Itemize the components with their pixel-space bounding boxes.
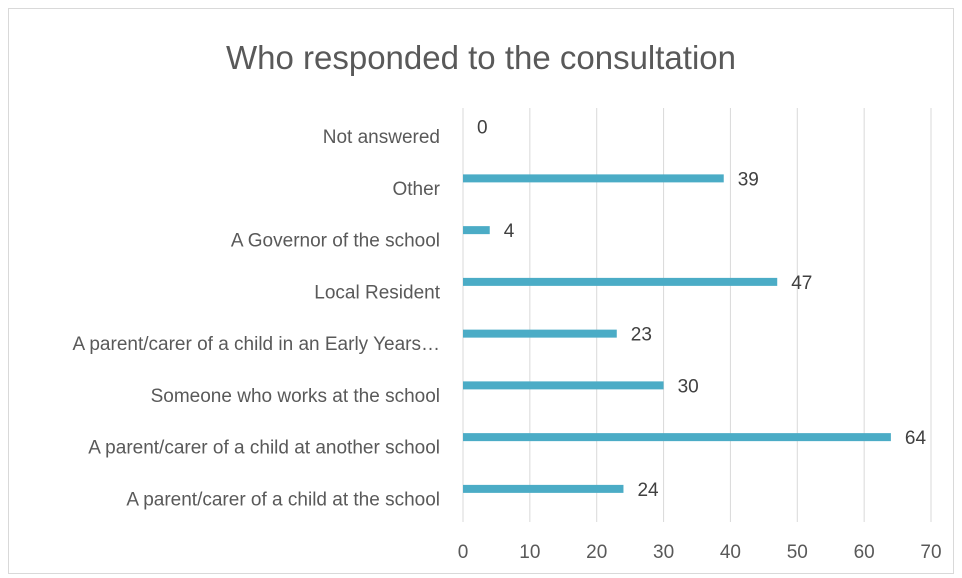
category-label: Local Resident: [314, 282, 440, 303]
data-label: 23: [631, 325, 652, 346]
x-tick-label: 40: [720, 542, 741, 563]
chart-title: Who responded to the consultation: [225, 39, 736, 76]
category-label: A parent/carer of a child in an Early Ye…: [72, 334, 440, 355]
category-label: Other: [392, 179, 440, 200]
bar: [463, 226, 490, 235]
x-tick-label: 70: [920, 542, 941, 563]
x-tick-label: 20: [586, 542, 607, 563]
data-label: 39: [738, 169, 759, 190]
data-label: 0: [477, 118, 488, 139]
category-label: A parent/carer of a child at another sch…: [88, 438, 440, 459]
bar: [463, 484, 624, 493]
x-tick-label: 50: [787, 542, 808, 563]
x-tick-label: 0: [458, 542, 469, 563]
chart-frame: Who responded to the consultation: [8, 8, 954, 574]
data-label: 24: [637, 480, 659, 501]
bar: [463, 329, 617, 338]
x-tick-label: 10: [519, 542, 540, 563]
category-label: A Governor of the school: [231, 231, 440, 252]
bar: [463, 277, 778, 286]
category-label: Not answered: [323, 127, 440, 148]
bar: [463, 433, 891, 442]
x-tick-label: 30: [653, 542, 674, 563]
data-label: 30: [678, 376, 699, 397]
category-label: A parent/carer of a child at the school: [126, 489, 440, 510]
category-label: Someone who works at the school: [151, 386, 440, 407]
data-label: 4: [504, 221, 515, 242]
data-label: 47: [791, 273, 812, 294]
data-label: 64: [905, 428, 927, 449]
x-tick-label: 60: [854, 542, 875, 563]
bar: [463, 174, 724, 183]
bar: [463, 381, 664, 390]
